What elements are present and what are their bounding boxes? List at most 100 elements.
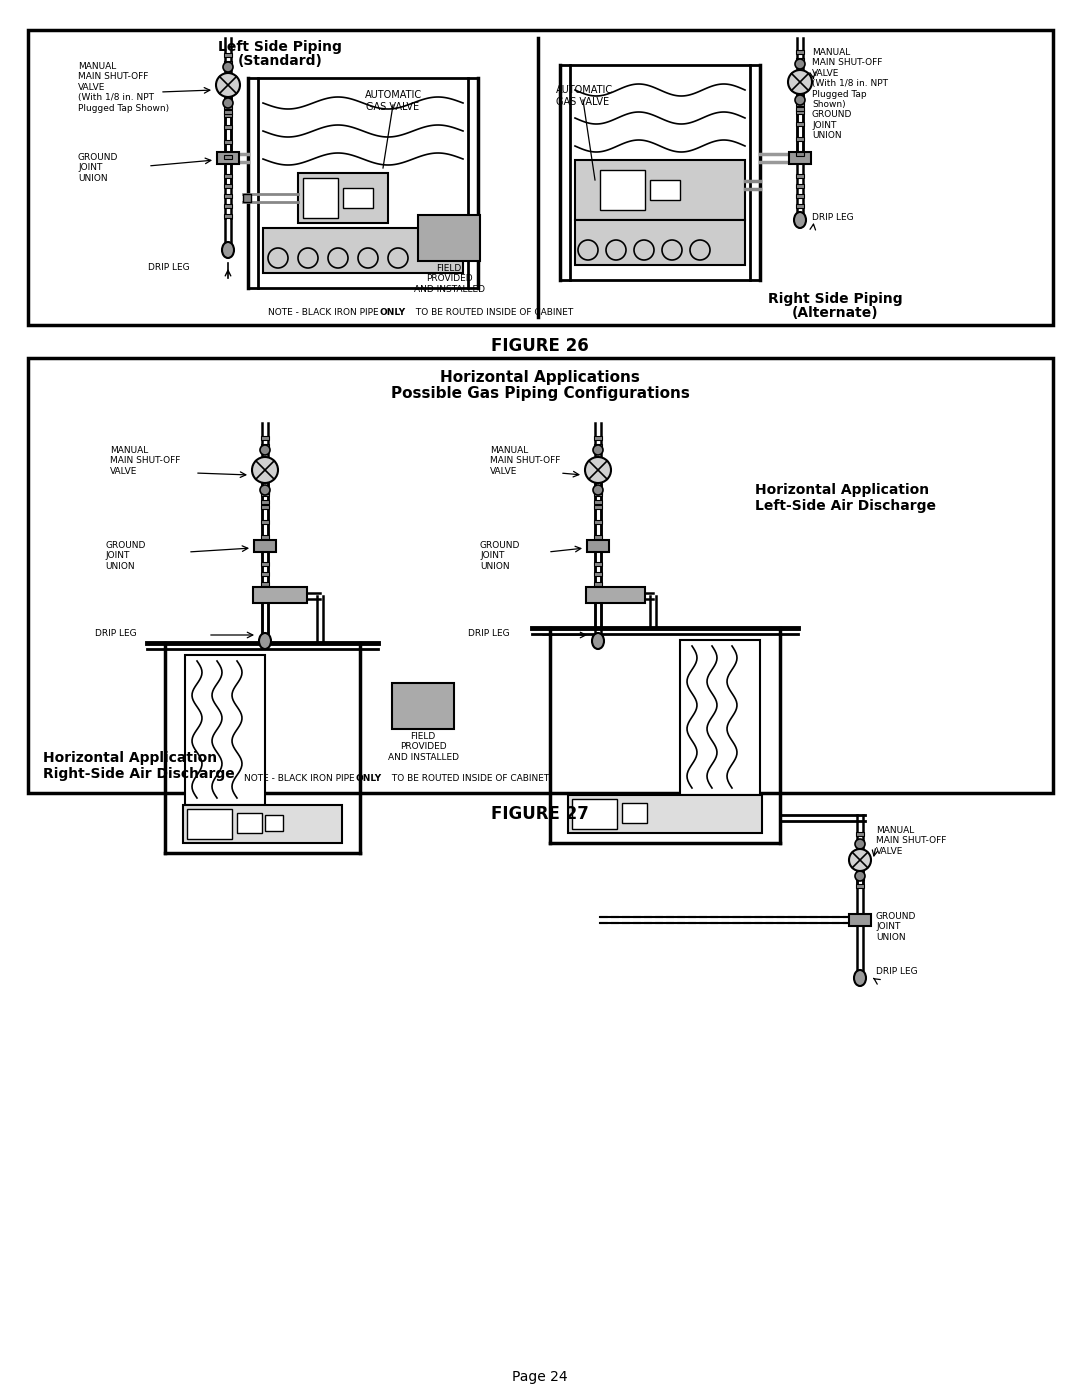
Bar [303, 177, 338, 218]
Bar [588, 541, 609, 552]
Text: DRIP LEG: DRIP LEG [468, 629, 510, 637]
Circle shape [216, 73, 240, 96]
Bar [856, 876, 864, 880]
Circle shape [593, 446, 603, 455]
Text: Right Side Piping: Right Side Piping [768, 292, 902, 306]
Circle shape [260, 446, 270, 455]
Bar [796, 122, 804, 126]
Bar [622, 803, 647, 823]
Bar [796, 137, 804, 141]
Bar [575, 161, 745, 219]
Bar [28, 358, 1053, 793]
Circle shape [222, 98, 233, 108]
Bar [185, 655, 265, 805]
Bar [224, 140, 232, 144]
Circle shape [849, 849, 870, 870]
Bar [265, 814, 283, 831]
Bar [392, 683, 454, 729]
Bar [261, 592, 269, 597]
Circle shape [388, 249, 408, 268]
Bar [243, 194, 251, 203]
Bar [594, 500, 602, 504]
Bar [224, 53, 232, 57]
Bar [261, 583, 269, 585]
Circle shape [260, 485, 270, 495]
Bar [600, 170, 645, 210]
Bar [594, 444, 602, 448]
Bar [796, 204, 804, 208]
Text: GROUND
JOINT
UNION: GROUND JOINT UNION [876, 912, 916, 942]
Circle shape [795, 59, 805, 68]
Text: GROUND
JOINT
UNION: GROUND JOINT UNION [105, 541, 146, 571]
Ellipse shape [592, 633, 604, 650]
Bar [261, 562, 269, 566]
Circle shape [788, 70, 812, 94]
Bar [575, 219, 745, 265]
Ellipse shape [222, 242, 234, 258]
Bar [237, 813, 262, 833]
Bar [680, 640, 760, 795]
Bar [28, 29, 1053, 326]
Bar [594, 490, 602, 495]
Circle shape [268, 249, 288, 268]
Bar [224, 110, 232, 115]
Bar [789, 152, 811, 163]
Text: MANUAL
MAIN SHUT-OFF
VALVE
(With 1/8 in. NPT
Plugged Tap Shown): MANUAL MAIN SHUT-OFF VALVE (With 1/8 in.… [78, 61, 170, 113]
Text: Horizontal Applications: Horizontal Applications [440, 370, 640, 386]
Bar [224, 105, 232, 109]
Text: MANUAL
MAIN SHUT-OFF
VALVE: MANUAL MAIN SHUT-OFF VALVE [876, 826, 946, 856]
Circle shape [593, 485, 603, 495]
Text: (Standard): (Standard) [238, 54, 323, 68]
Bar [594, 492, 602, 496]
Text: TO BE ROUTED INSIDE OF CABINET: TO BE ROUTED INSIDE OF CABINET [389, 774, 550, 782]
Bar [261, 444, 269, 448]
Bar [261, 571, 269, 576]
Circle shape [298, 249, 318, 268]
Bar [183, 805, 342, 842]
Circle shape [795, 95, 805, 105]
Text: Horizontal Application: Horizontal Application [43, 752, 217, 766]
Circle shape [357, 249, 378, 268]
Bar [796, 110, 804, 115]
Bar [849, 914, 870, 926]
Bar [298, 173, 388, 224]
Text: FIELD
PROVIDED
AND INSTALLED: FIELD PROVIDED AND INSTALLED [414, 264, 485, 293]
Bar [650, 180, 680, 200]
Bar [594, 520, 602, 524]
Text: FIGURE 26: FIGURE 26 [491, 337, 589, 355]
Bar [261, 436, 269, 440]
Text: GROUND
JOINT
UNION: GROUND JOINT UNION [78, 154, 119, 183]
Text: AUTOMATIC
GAS VALVE: AUTOMATIC GAS VALVE [556, 85, 613, 106]
Bar [796, 175, 804, 177]
Text: AUTOMATIC
GAS VALVE: AUTOMATIC GAS VALVE [364, 89, 421, 112]
Circle shape [662, 240, 681, 260]
Bar [224, 204, 232, 208]
Circle shape [634, 240, 654, 260]
Bar [261, 504, 269, 509]
Bar [224, 175, 232, 177]
Circle shape [328, 249, 348, 268]
Bar [796, 59, 804, 61]
Bar [856, 884, 864, 888]
Bar [224, 124, 232, 129]
Bar [568, 795, 762, 833]
Bar [261, 492, 269, 496]
Text: Left-Side Air Discharge: Left-Side Air Discharge [755, 499, 936, 513]
Text: TO BE ROUTED INSIDE OF CABINET: TO BE ROUTED INSIDE OF CABINET [413, 307, 573, 317]
Bar [418, 215, 480, 261]
Text: MANUAL
MAIN SHUT-OFF
VALVE
(With 1/8 in. NPT
Plugged Tap
Shown)
GROUND
JOINT
UNI: MANUAL MAIN SHUT-OFF VALVE (With 1/8 in.… [812, 47, 888, 140]
Text: DRIP LEG: DRIP LEG [876, 968, 918, 977]
Circle shape [855, 870, 865, 882]
Text: Right-Side Air Discharge: Right-Side Air Discharge [43, 767, 234, 781]
Bar [594, 436, 602, 440]
Bar [261, 520, 269, 524]
Bar [264, 228, 463, 272]
Circle shape [690, 240, 710, 260]
Bar [217, 152, 239, 163]
Text: NOTE - BLACK IRON PIPE: NOTE - BLACK IRON PIPE [268, 307, 381, 317]
Text: Possible Gas Piping Configurations: Possible Gas Piping Configurations [391, 386, 689, 401]
Bar [796, 152, 804, 156]
Text: Page 24: Page 24 [512, 1370, 568, 1384]
Circle shape [252, 457, 278, 483]
Bar [594, 592, 602, 597]
